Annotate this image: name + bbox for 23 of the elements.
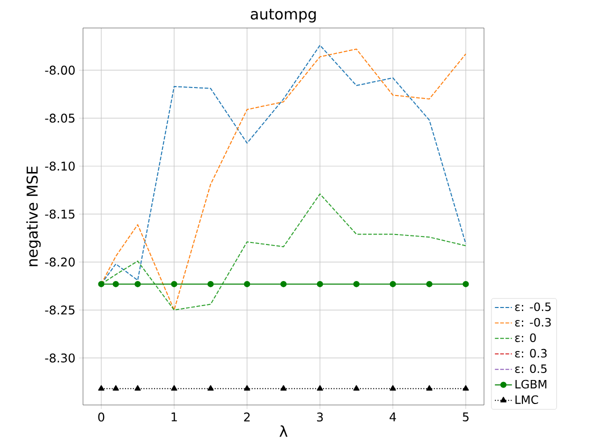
legend-label: ε: 0 xyxy=(515,333,536,342)
y-tick-label: -8.15 xyxy=(45,210,74,219)
x-axis-title: λ xyxy=(280,425,288,437)
y-tick-label: -8.00 xyxy=(45,66,75,75)
legend-label: LGBM xyxy=(516,380,546,389)
legend-label: ε: -0.3 xyxy=(515,318,551,327)
y-tick-label: -8.25 xyxy=(45,305,74,315)
x-tick-label: 1 xyxy=(172,412,177,422)
y-axis-title: negative MSE xyxy=(26,166,41,266)
x-tick-label: 4 xyxy=(390,412,396,422)
legend-label: ε: 0.3 xyxy=(515,348,547,358)
x-tick-label: 0 xyxy=(98,412,104,422)
legend-label: LMC xyxy=(516,395,538,404)
y-tick-label: -8.05 xyxy=(45,114,74,123)
x-tick-label: 2 xyxy=(244,412,250,422)
x-tick-label: 5 xyxy=(462,412,469,422)
y-tick-label: -8.30 xyxy=(45,353,75,363)
y-tick-label: -8.20 xyxy=(45,258,75,267)
chart-title: autompg xyxy=(250,8,316,22)
x-tick-label: 3 xyxy=(317,412,323,422)
legend-label: ε: 0.5 xyxy=(515,364,547,374)
y-tick-label: -8.10 xyxy=(45,162,75,171)
legend-label: ε: -0.5 xyxy=(515,302,551,312)
